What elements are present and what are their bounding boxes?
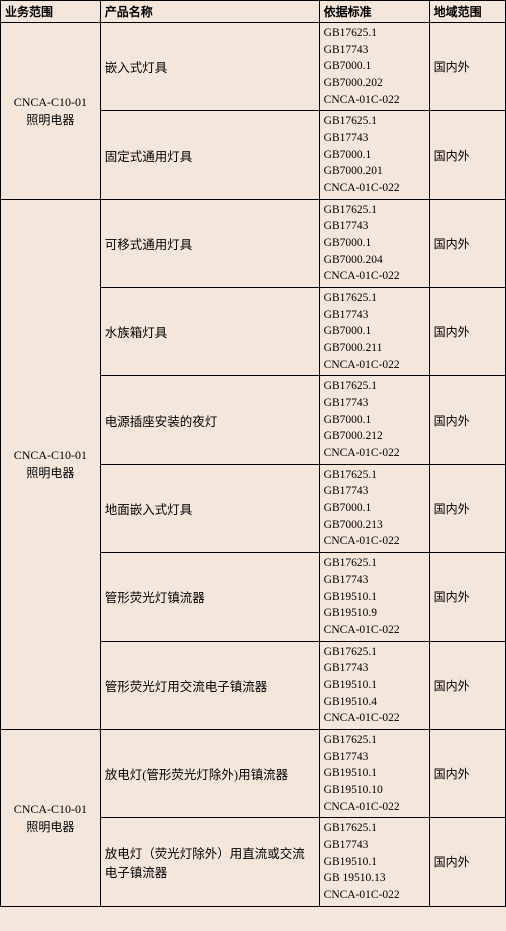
region-cell: 国内外 [429, 464, 505, 552]
product-cell: 放电灯（荧光灯除外）用直流或交流电子镇流器 [100, 818, 319, 906]
region-cell: 国内外 [429, 23, 505, 111]
standards-cell: GB17625.1GB17743GB7000.1GB7000.201CNCA-0… [319, 111, 429, 199]
product-cell: 可移式通用灯具 [100, 199, 319, 287]
certification-table: 业务范围 产品名称 依据标准 地域范围 CNCA-C10-01照明电器嵌入式灯具… [0, 0, 506, 907]
region-cell: 国内外 [429, 553, 505, 641]
scope-cell: CNCA-C10-01照明电器 [1, 729, 101, 906]
region-cell: 国内外 [429, 641, 505, 729]
product-cell: 固定式通用灯具 [100, 111, 319, 199]
region-cell: 国内外 [429, 376, 505, 464]
header-region: 地域范围 [429, 1, 505, 23]
product-cell: 管形荧光灯用交流电子镇流器 [100, 641, 319, 729]
standards-cell: GB17625.1GB17743GB19510.1GB19510.4CNCA-0… [319, 641, 429, 729]
region-cell: 国内外 [429, 818, 505, 906]
standards-cell: GB17625.1GB17743GB19510.1GB 19510.13CNCA… [319, 818, 429, 906]
scope-cell: CNCA-C10-01照明电器 [1, 199, 101, 729]
product-cell: 放电灯(管形荧光灯除外)用镇流器 [100, 729, 319, 817]
product-cell: 管形荧光灯镇流器 [100, 553, 319, 641]
scope-cell: CNCA-C10-01照明电器 [1, 23, 101, 200]
table-row: CNCA-C10-01照明电器可移式通用灯具GB17625.1GB17743GB… [1, 199, 506, 287]
product-cell: 嵌入式灯具 [100, 23, 319, 111]
standards-cell: GB17625.1GB17743GB7000.1GB7000.211CNCA-0… [319, 288, 429, 376]
header-product: 产品名称 [100, 1, 319, 23]
region-cell: 国内外 [429, 199, 505, 287]
standards-cell: GB17625.1GB17743GB19510.1GB19510.10CNCA-… [319, 729, 429, 817]
standards-cell: GB17625.1GB17743GB19510.1GB19510.9CNCA-0… [319, 553, 429, 641]
header-standard: 依据标准 [319, 1, 429, 23]
header-scope: 业务范围 [1, 1, 101, 23]
region-cell: 国内外 [429, 111, 505, 199]
table-row: CNCA-C10-01照明电器嵌入式灯具GB17625.1GB17743GB70… [1, 23, 506, 111]
region-cell: 国内外 [429, 288, 505, 376]
product-cell: 电源插座安装的夜灯 [100, 376, 319, 464]
standards-cell: GB17625.1GB17743GB7000.1GB7000.202CNCA-0… [319, 23, 429, 111]
product-cell: 水族箱灯具 [100, 288, 319, 376]
product-cell: 地面嵌入式灯具 [100, 464, 319, 552]
standards-cell: GB17625.1GB17743GB7000.1GB7000.212CNCA-0… [319, 376, 429, 464]
standards-cell: GB17625.1GB17743GB7000.1GB7000.213CNCA-0… [319, 464, 429, 552]
standards-cell: GB17625.1GB17743GB7000.1GB7000.204CNCA-0… [319, 199, 429, 287]
region-cell: 国内外 [429, 729, 505, 817]
table-row: CNCA-C10-01照明电器放电灯(管形荧光灯除外)用镇流器GB17625.1… [1, 729, 506, 817]
table-header-row: 业务范围 产品名称 依据标准 地域范围 [1, 1, 506, 23]
